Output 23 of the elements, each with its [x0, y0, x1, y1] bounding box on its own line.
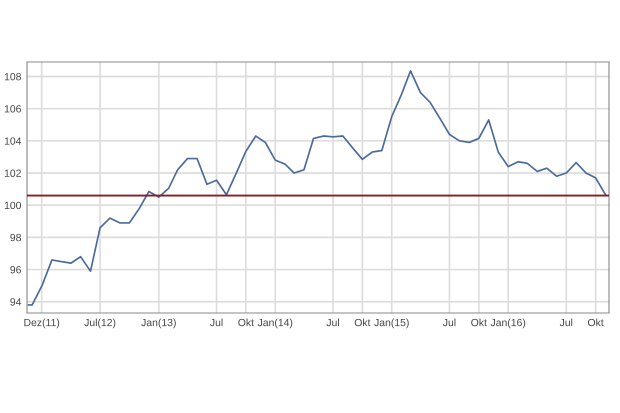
x-tick-label: Jan(14) — [258, 318, 292, 328]
x-tick-label: Jul(12) — [84, 318, 116, 328]
x-tick-label: Jul — [560, 318, 572, 326]
x-tick-label: Okt — [238, 318, 254, 326]
y-tick-label: 104 — [4, 137, 22, 145]
y-tick-label: 108 — [4, 72, 21, 80]
y-tick-label: 102 — [4, 170, 21, 177]
y-tick-label: 98 — [10, 234, 21, 242]
y-tick-label: 94 — [10, 298, 22, 306]
x-tick-label: Jan(15) — [374, 318, 409, 328]
x-tick-label: Jul — [326, 318, 339, 326]
x-tick-label: Okt — [354, 318, 370, 326]
y-tick-label: 100 — [4, 202, 22, 210]
x-tick-label: Jan(16) — [490, 318, 526, 328]
y-tick-label: 96 — [10, 266, 21, 274]
x-tick-label: Okt — [588, 318, 604, 326]
x-tick-label: Okt — [471, 318, 487, 326]
x-tick-label: Jan(13) — [141, 318, 176, 328]
x-tick-label: Jul — [210, 318, 222, 326]
x-tick-label: Jul — [442, 318, 456, 326]
x-tick-label: Dez(11) — [24, 318, 60, 328]
y-tick-label: 106 — [4, 105, 21, 113]
line-series — [28, 70, 606, 306]
